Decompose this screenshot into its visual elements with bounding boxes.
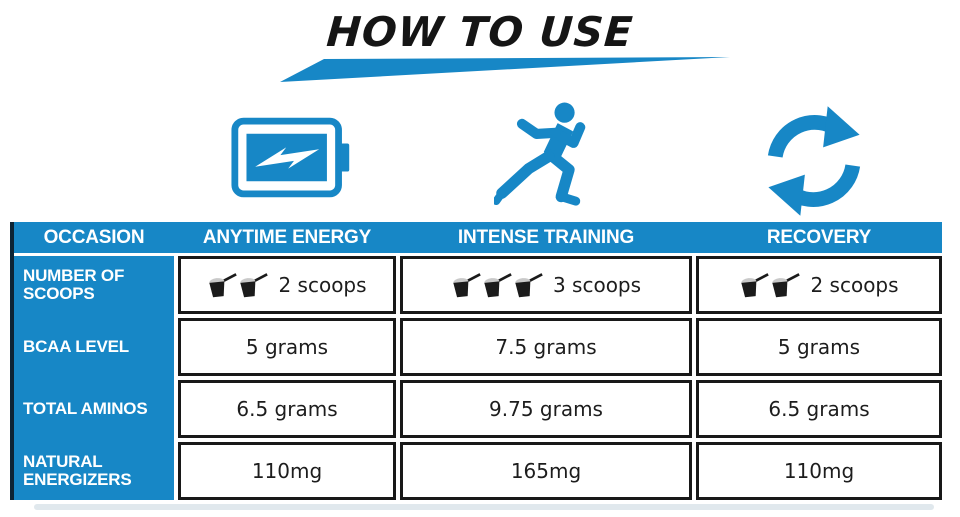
row-label-natural-energizers: NATURAL ENERGIZERS <box>23 451 132 489</box>
cell-aminos-intense: 9.75 grams <box>400 380 692 438</box>
page-title: HOW TO USE <box>325 8 635 56</box>
recycle-arrows-icon <box>767 106 861 216</box>
cell-aminos-recovery: 6.5 grams <box>696 380 942 438</box>
cell-aminos-anytime: 6.5 grams <box>178 380 396 438</box>
cell-scoops-intense: 3 scoops <box>400 256 692 314</box>
scoop-icon <box>453 272 481 297</box>
cell-energizers-anytime: 110mg <box>178 442 396 500</box>
header-anytime-energy: ANYTIME ENERGY <box>202 226 372 248</box>
table-drop-shadow <box>34 504 934 510</box>
cell-bcaa-anytime: 5 grams <box>178 318 396 376</box>
cell-scoops-anytime: 2 scoops <box>178 256 396 314</box>
battery-charge-icon <box>231 117 350 198</box>
scoop-icon <box>209 272 238 297</box>
title-underline-swoosh <box>280 57 730 82</box>
table-header-row: OCCASION ANYTIME ENERGY INTENSE TRAINING… <box>14 222 942 253</box>
scoop-icon <box>772 272 801 297</box>
row-label-number-of-scoops: NUMBER OF SCOOPS <box>23 265 125 303</box>
cell-value: 2 scoops <box>810 273 899 297</box>
cell-value: 3 scoops <box>552 273 642 297</box>
table-body: NUMBER OF SCOOPS BCAA LEVEL TOTAL AMINOS… <box>14 256 942 500</box>
cell-scoops-recovery: 2 scoops <box>696 256 942 314</box>
usage-table: OCCASION ANYTIME ENERGY INTENSE TRAINING… <box>10 222 942 500</box>
cell-bcaa-intense: 7.5 grams <box>400 318 692 376</box>
row-label-bcaa-level: BCAA LEVEL <box>23 336 129 356</box>
cell-energizers-recovery: 110mg <box>696 442 942 500</box>
header-occasion: OCCASION <box>43 226 145 248</box>
header-intense-training: INTENSE TRAINING <box>457 226 635 248</box>
row-label-total-aminos: TOTAL AMINOS <box>23 398 148 418</box>
cell-bcaa-recovery: 5 grams <box>696 318 942 376</box>
cell-energizers-intense: 165mg <box>400 442 692 500</box>
row-label-column: NUMBER OF SCOOPS BCAA LEVEL TOTAL AMINOS… <box>14 256 174 500</box>
scoop-icon <box>484 272 512 297</box>
header-recovery: RECOVERY <box>766 226 872 248</box>
scoop-icon <box>240 272 269 297</box>
scoop-icon <box>741 272 770 297</box>
scoop-icon <box>515 272 543 297</box>
cell-value: 2 scoops <box>278 273 367 297</box>
runner-icon <box>494 102 586 206</box>
